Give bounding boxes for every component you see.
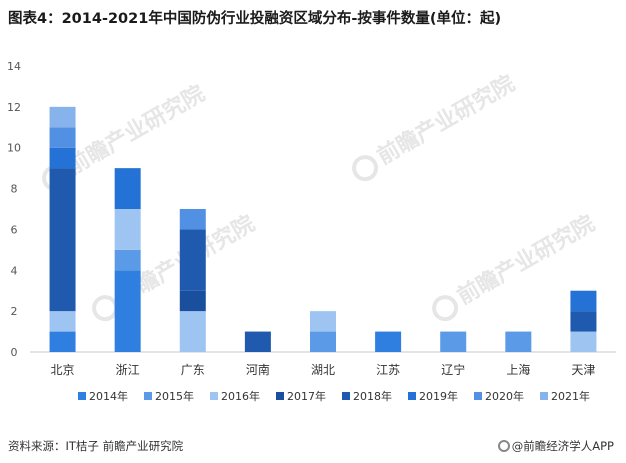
x-tick-label: 广东 bbox=[181, 363, 205, 377]
legend-swatch bbox=[78, 392, 86, 400]
bar-segment bbox=[505, 331, 532, 352]
bar-segment bbox=[49, 168, 76, 312]
bar-segment bbox=[570, 311, 597, 332]
legend: 2014年 2015年 2016年 2017年 2018年 2019年 2020年 2021年 bbox=[78, 389, 590, 403]
bar-segment bbox=[114, 209, 141, 250]
bar-segment bbox=[570, 331, 597, 352]
x-tick-label: 江苏 bbox=[376, 363, 400, 377]
y-axis: 0 2 4 6 8 10 12 14 bbox=[7, 60, 21, 359]
bar-segment bbox=[49, 106, 76, 128]
legend-label: 2017年 bbox=[287, 389, 326, 403]
x-tick-label: 辽宁 bbox=[441, 362, 465, 377]
legend-swatch bbox=[474, 392, 482, 400]
y-tick-label: 14 bbox=[7, 60, 21, 73]
y-tick-label: 12 bbox=[7, 101, 21, 114]
bars bbox=[49, 106, 597, 352]
bar-segment bbox=[49, 331, 76, 352]
y-tick-label: 6 bbox=[11, 223, 18, 236]
legend-swatch bbox=[540, 392, 548, 400]
bar-segment bbox=[49, 147, 76, 169]
bar-segment bbox=[179, 311, 206, 352]
legend-label: 2020年 bbox=[485, 389, 524, 403]
bar-segment bbox=[114, 270, 141, 352]
bar-segment bbox=[310, 331, 336, 352]
legend-swatch bbox=[342, 392, 350, 400]
bar-segment bbox=[375, 331, 402, 352]
legend-label: 2018年 bbox=[353, 389, 392, 403]
x-tick-label: 河南 bbox=[246, 362, 270, 377]
x-tick-label: 天津 bbox=[571, 363, 595, 377]
bar-segment bbox=[179, 229, 206, 291]
legend-swatch bbox=[144, 392, 152, 400]
bar-segment bbox=[114, 168, 141, 209]
brand-logo-icon bbox=[497, 440, 510, 452]
legend-label: 2015年 bbox=[155, 389, 194, 403]
legend-swatch bbox=[408, 392, 416, 400]
bar-segment bbox=[440, 331, 467, 352]
legend-swatch bbox=[276, 392, 284, 400]
bar-segment bbox=[570, 290, 597, 312]
legend-label: 2016年 bbox=[221, 389, 260, 403]
legend-label: 2019年 bbox=[419, 389, 458, 403]
brand-note: @前瞻经济学人APP bbox=[497, 438, 614, 454]
legend-label: 2014年 bbox=[89, 389, 128, 403]
x-tick-label: 北京 bbox=[51, 363, 75, 377]
bar-segment bbox=[179, 209, 206, 230]
bar-segment bbox=[114, 249, 141, 271]
x-tick-label: 湖北 bbox=[311, 362, 335, 377]
bar-segment bbox=[179, 290, 206, 312]
chart-title: 图表4：2014-2021年中国防伪行业投融资区域分布-按事件数量(单位：起) bbox=[8, 11, 502, 27]
x-axis-labels: 北京 浙江 广东 河南 湖北 江苏 辽宁 上海 天津 bbox=[51, 362, 596, 377]
bar-segment bbox=[49, 127, 76, 148]
y-tick-label: 2 bbox=[11, 305, 18, 318]
y-tick-label: 0 bbox=[11, 346, 18, 359]
x-tick-label: 上海 bbox=[506, 362, 530, 377]
y-tick-label: 8 bbox=[11, 183, 18, 196]
bar-segment bbox=[49, 311, 76, 332]
legend-label: 2021年 bbox=[551, 389, 590, 403]
source-note: 资料来源：IT桔子 前瞻产业研究院 bbox=[8, 439, 184, 453]
legend-swatch bbox=[210, 392, 218, 400]
y-tick-label: 10 bbox=[7, 142, 21, 155]
y-tick-label: 4 bbox=[11, 264, 18, 277]
stacked-bar-chart: 0 2 4 6 8 10 12 14 北京 浙江 广东 河南 湖北 江苏 辽宁 上海 天津 2014年 2015… bbox=[7, 60, 616, 403]
brand-text: @前瞻经济学人APP bbox=[511, 439, 614, 453]
x-tick-label: 浙江 bbox=[116, 363, 140, 377]
bar-segment bbox=[244, 331, 271, 352]
bar-segment bbox=[310, 311, 336, 332]
